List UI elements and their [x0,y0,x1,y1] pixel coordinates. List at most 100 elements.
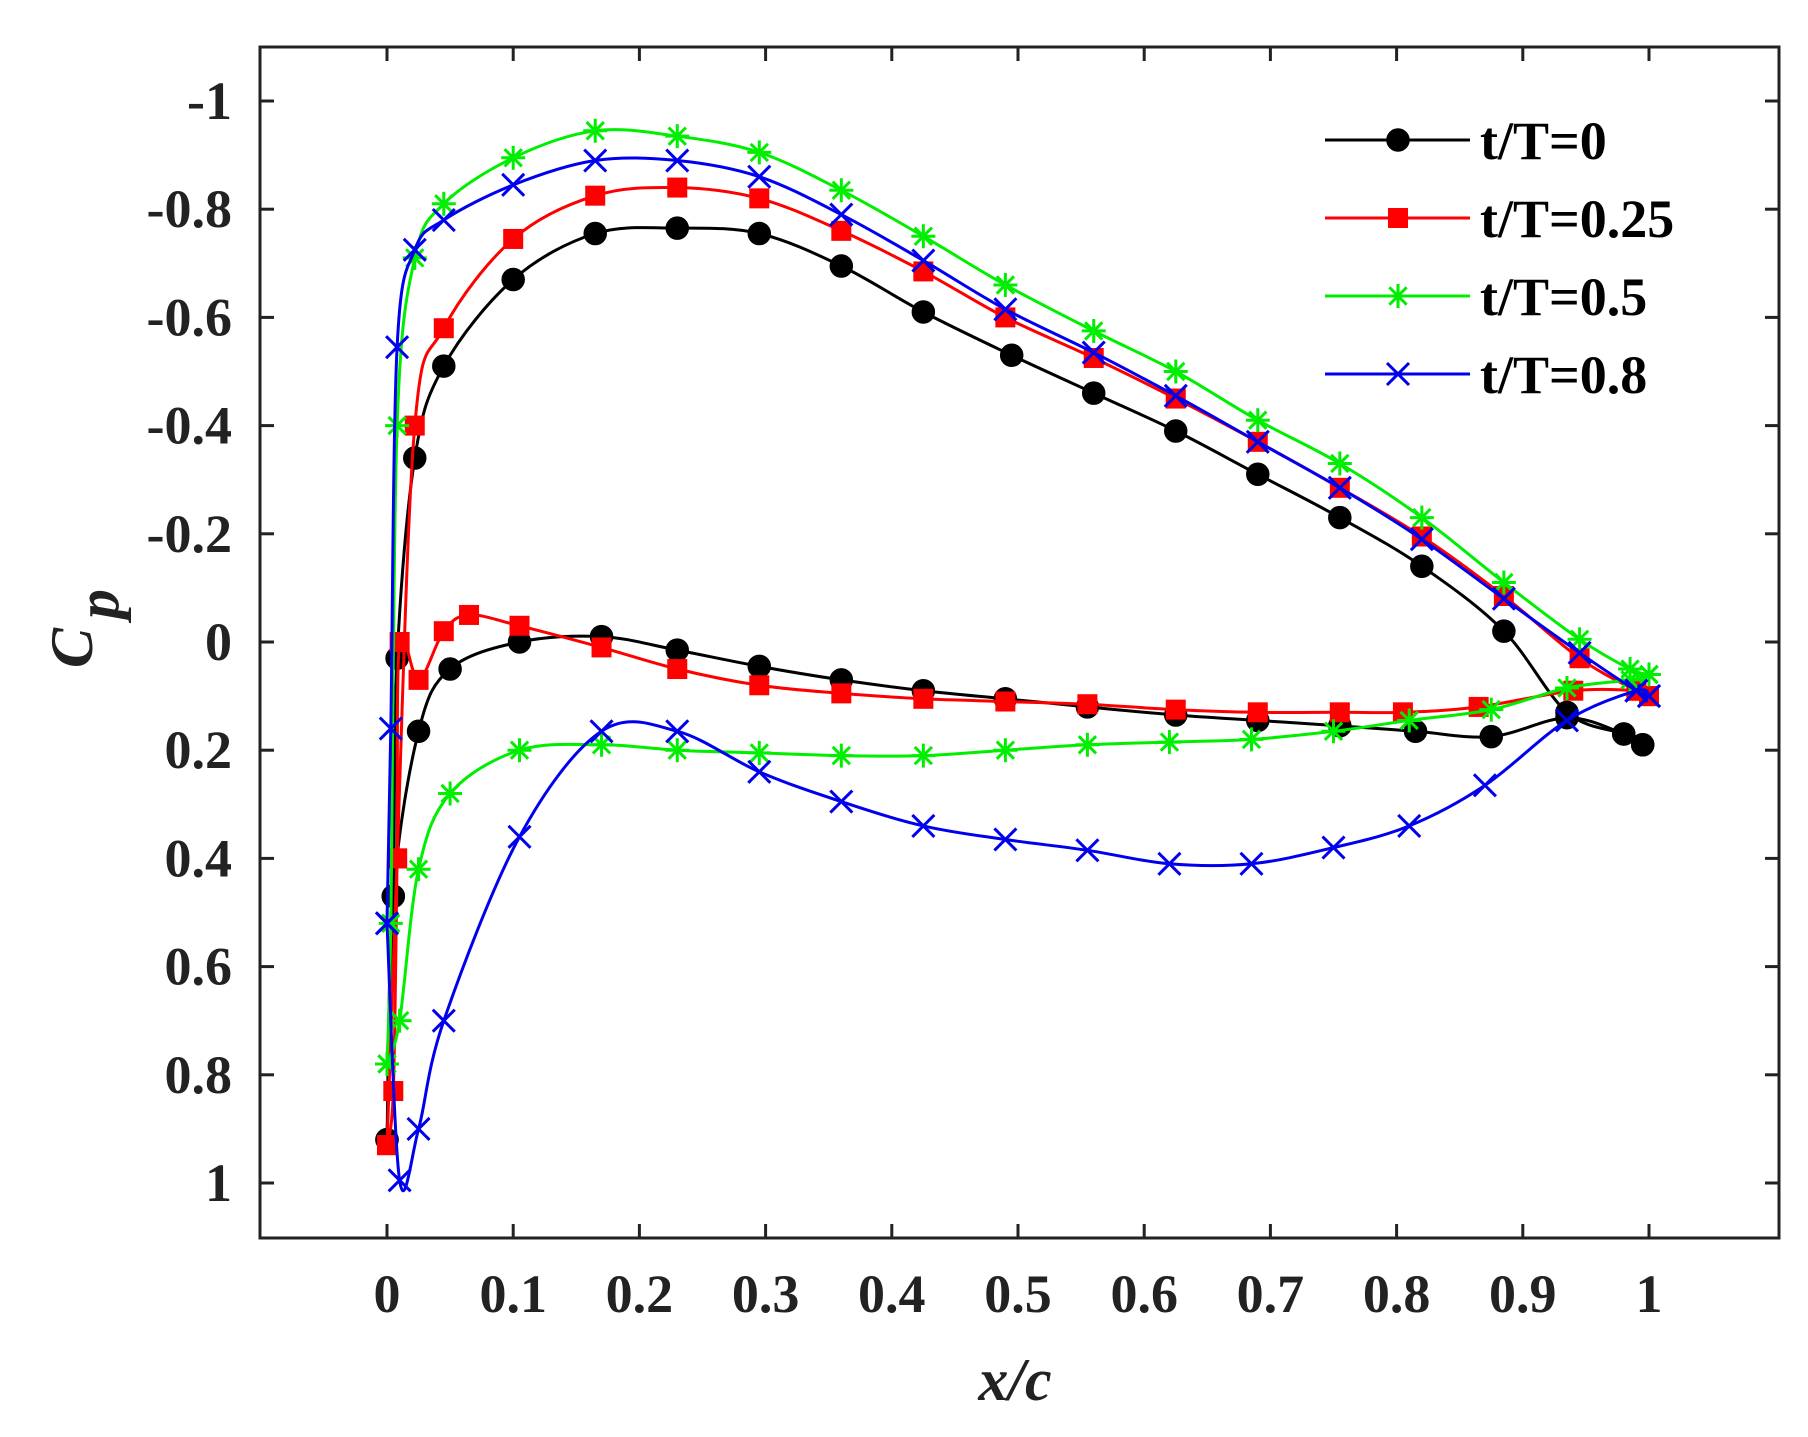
x-tick-label-6: 0.6 [1110,1264,1178,1324]
tick-layer: 0 0.1 0.2 0.3 0.4 0.5 0.6 0.7 0.8 0.9 1 -1 -0.8 -0.6 -… [147,47,1779,1324]
data-point-t-t-0-5-lower-19 [1637,662,1661,687]
data-point-t-t-0-8-upper-16-stroke-1 [1409,527,1434,552]
data-point-t-t-0-8-upper-5 [501,172,526,197]
data-point-t-t-0-25-lower-11-shape [831,683,852,704]
data-point-t-t-0-25-upper-4-shape [503,228,524,249]
data-point-t-t-0-5-lower-19-stroke-3 [1639,664,1659,685]
data-point-t-t-0-5-lower-12-stroke-3 [1159,732,1180,752]
data-point-t-t-0-5-lower-1-stroke-3 [389,1010,410,1031]
y-tick-label-5: 0 [205,612,232,672]
data-point-t-t-0-lower-7-shape [747,654,772,679]
data-point-t-t-0-25-lower-13-shape [995,691,1016,712]
x-tick-label-1: 0.1 [479,1264,547,1324]
legend-marker-t-t-0 [1386,128,1410,152]
data-point-t-t-0-25-lower-9 [667,659,688,680]
y-tick-label-3: -0.4 [147,396,232,456]
data-point-t-t-0-5-lower-10 [993,738,1018,763]
data-point-t-t-0-8-upper-1 [378,716,403,741]
data-point-t-t-0-8-lower-14 [1321,835,1346,860]
data-point-t-t-0-upper-14 [1246,462,1270,487]
data-point-t-t-0-5-upper-8-stroke-3 [749,142,769,163]
data-point-t-t-0-8-upper-17-stroke-1 [1491,586,1516,611]
data-point-t-t-0-5-lower-3 [438,781,463,806]
data-point-t-t-0-25-upper-7 [749,188,770,209]
data-point-t-t-0-lower-1-shape [381,884,406,909]
legend-label-t-t-0-8: t/T=0.8 [1480,345,1647,405]
y-axis-label: C p [39,589,131,668]
legend-label-t-t-0-5: t/T=0.5 [1480,267,1647,327]
data-point-t-t-0-8-lower-17-stroke-1 [1554,708,1580,733]
data-point-t-t-0-8-lower-15-stroke-1 [1397,813,1422,839]
data-point-t-t-0-lower-3-shape [438,657,462,681]
data-point-t-t-0-5-lower-13-stroke-3 [1241,729,1262,750]
data-point-t-t-0-25-lower-12 [913,688,934,709]
data-point-t-t-0-25-lower-5-shape [433,621,454,642]
data-point-t-t-0-5-upper-15-stroke-3 [1330,453,1350,474]
x-tick-label-0: 0 [374,1264,401,1324]
data-point-t-t-0-lower-1 [381,884,406,909]
series-t-t-0-8 [374,148,1662,1193]
data-point-t-t-0-5-upper-11 [993,272,1018,297]
data-point-t-t-0-lower-19 [1630,733,1655,757]
x-tick-label-7: 0.7 [1237,1264,1305,1324]
data-point-t-t-0-5-lower-13 [1239,727,1264,752]
x-tick-label-8: 0.8 [1363,1264,1431,1324]
data-point-t-t-0-8-lower-16 [1472,773,1498,798]
data-point-t-t-0-8-lower-4-stroke-1 [507,824,532,849]
data-point-t-t-0-lower-16 [1479,724,1503,749]
data-point-t-t-0-8-upper-9-stroke-1 [829,202,854,227]
data-point-t-t-0-5-upper-15 [1327,451,1352,476]
y-axis-label-sub: p [65,589,131,624]
data-point-t-t-0-5-upper-16 [1409,505,1434,530]
data-point-t-t-0-upper-8 [747,221,772,246]
data-point-t-t-0-25-lower-0-shape [377,1135,397,1156]
legend-marker-t-t-0-8 [1385,361,1411,387]
data-point-t-t-0-upper-9-shape [829,254,854,278]
data-point-t-t-0-upper-14-shape [1246,462,1270,487]
data-point-t-t-0-8-lower-5-stroke-1 [589,719,614,744]
data-point-t-t-0-8-lower-15 [1397,813,1422,839]
data-point-t-t-0-upper-12-shape [1081,381,1106,405]
legend-label-t-t-0: t/T=0 [1480,111,1607,171]
legend-marker-t-t-0-25-shape [1388,208,1408,228]
data-point-t-t-0-5-upper-10-stroke-3 [913,226,934,246]
data-point-t-t-0-25-lower-13 [995,691,1016,712]
data-point-t-t-0-8-upper-10-stroke-1 [911,248,936,273]
data-point-t-t-0-5-lower-2 [406,857,431,882]
data-point-t-t-0-25-upper-4 [503,228,524,249]
data-point-t-t-0-5-upper-7-stroke-3 [667,126,687,146]
data-point-t-t-0-25-lower-5 [433,621,454,642]
y-tick-label-9: 0.8 [165,1045,233,1105]
data-point-t-t-0-8-lower-7-stroke-1 [747,759,772,784]
data-point-t-t-0-25-lower-14 [1077,694,1098,715]
data-point-t-t-0-5-upper-11-stroke-3 [995,275,1016,295]
data-point-t-t-0-25-upper-3-shape [433,318,454,339]
y-tick-label-0: -1 [187,71,232,131]
data-point-t-t-0-5-lower-3-stroke-3 [440,783,460,804]
data-point-t-t-0-25-lower-4-shape [408,669,429,690]
data-point-t-t-0-25-upper-8-shape [831,220,852,241]
data-point-t-t-0-5-upper-14 [1245,408,1270,433]
data-point-t-t-0-8-lower-5 [589,719,614,744]
data-point-t-t-0-upper-8-shape [747,221,772,246]
data-point-t-t-0-upper-11 [999,343,1024,368]
data-point-t-t-0-8-upper-6-stroke-1 [583,148,608,173]
data-point-t-t-0-8-upper-8-stroke-1 [747,164,772,189]
data-point-t-t-0-8-lower-6-stroke-1 [665,719,690,744]
data-point-t-t-0-lower-3 [438,657,462,681]
y-tick-label-8: 0.6 [165,937,233,997]
data-point-t-t-0-8-upper-1-stroke-1 [378,716,403,741]
data-point-t-t-0-5-upper-2-stroke-3 [387,415,407,436]
series-line-t-t-0-upper [385,226,1644,1140]
data-point-t-t-0-8-lower-0 [374,911,400,936]
data-point-t-t-0-upper-15-shape [1328,505,1352,530]
data-point-t-t-0-5-lower-14 [1321,719,1346,744]
data-point-t-t-0-8-upper-4-stroke-1 [431,207,456,233]
data-point-t-t-0-8-upper-18 [1567,640,1592,665]
data-point-t-t-0-5-lower-0 [375,1051,399,1076]
data-point-t-t-0-8-lower-9-stroke-1 [911,813,936,839]
x-tick-label-4: 0.4 [858,1264,926,1324]
data-point-t-t-0-8-lower-11 [1075,838,1100,863]
data-point-t-t-0-8-upper-2-stroke-1 [385,335,410,360]
data-point-t-t-0-8-lower-7 [747,759,772,784]
